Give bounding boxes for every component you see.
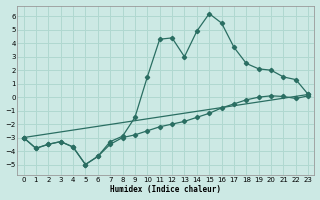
X-axis label: Humidex (Indice chaleur): Humidex (Indice chaleur) xyxy=(110,185,221,194)
